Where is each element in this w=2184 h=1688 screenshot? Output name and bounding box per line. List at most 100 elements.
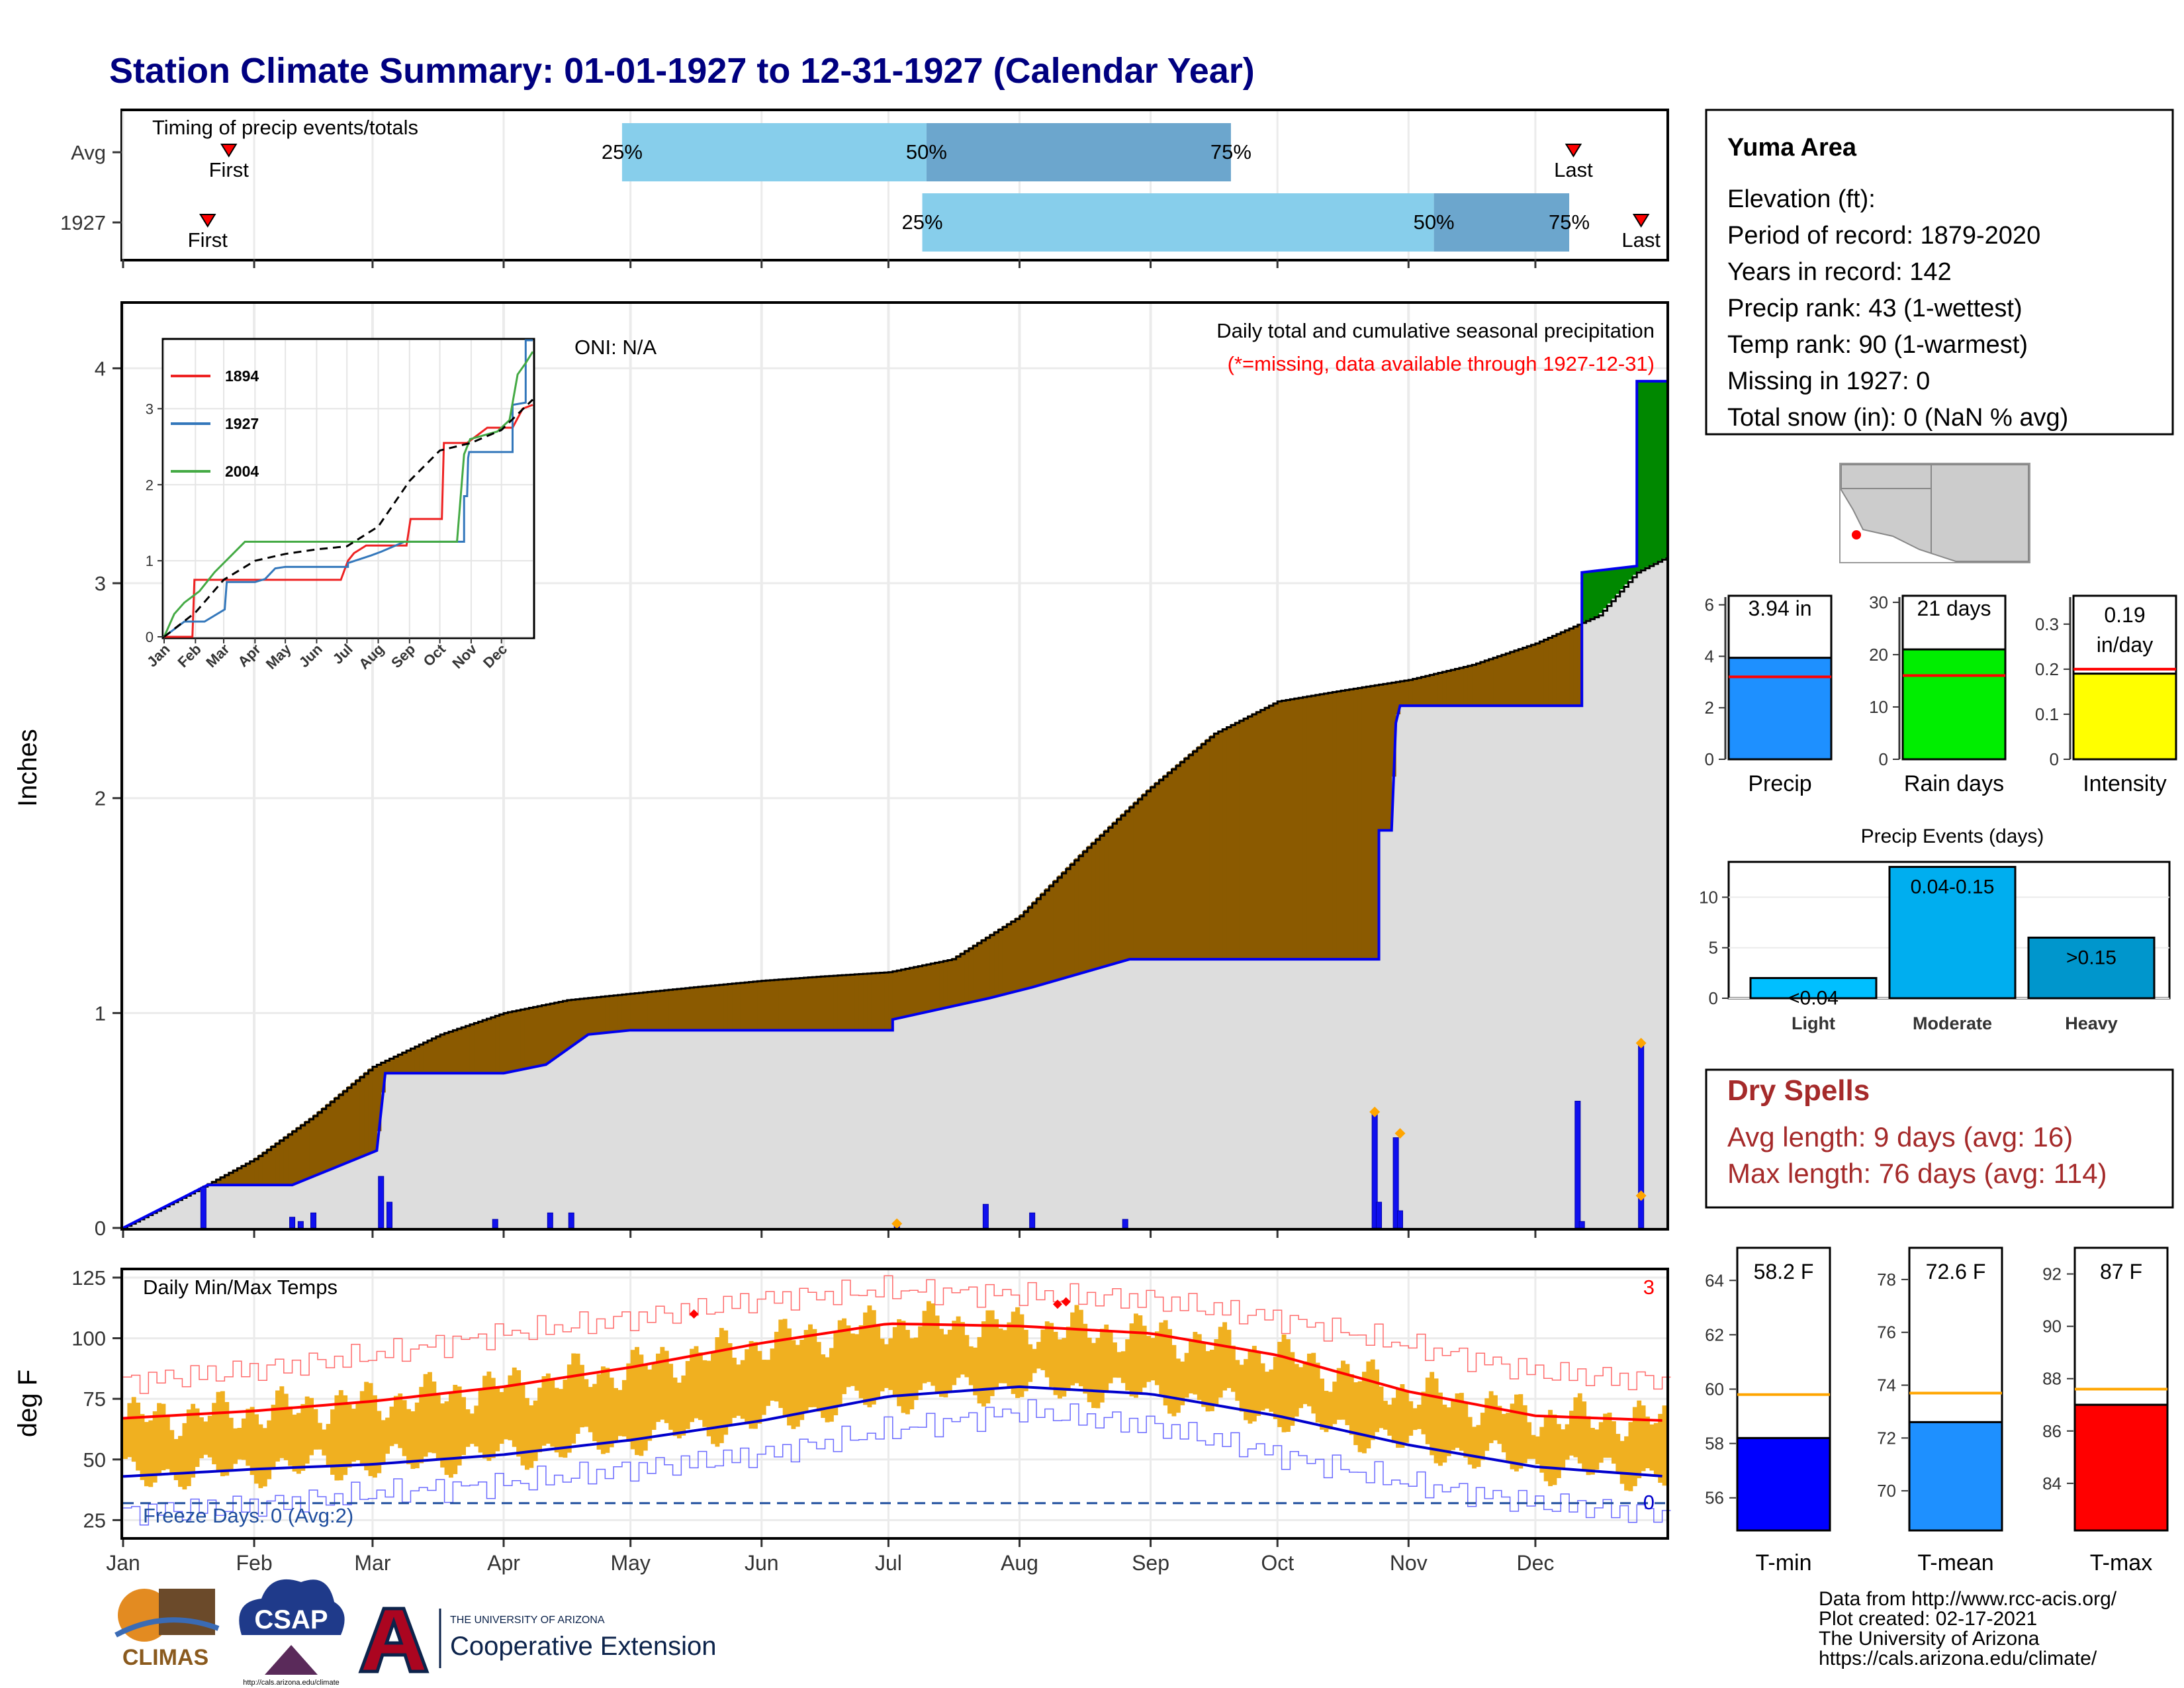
- deficit-fill-segment: [977, 941, 982, 1001]
- daily-temp-range-bar: [1154, 1331, 1160, 1385]
- summary-category-label: Precip: [1748, 771, 1811, 796]
- daily-temp-range-bar: [127, 1403, 132, 1458]
- deficit-fill-segment: [414, 1045, 420, 1074]
- daily-temp-range-bar: [435, 1395, 441, 1460]
- precip-y-tick-label: 4: [95, 357, 106, 380]
- daily-temp-range-bar: [947, 1329, 952, 1393]
- inset-y-tick-label: 2: [146, 477, 154, 493]
- deficit-fill-segment: [486, 1017, 492, 1074]
- deficit-fill-segment: [1099, 833, 1105, 968]
- deficit-fill-segment: [1455, 668, 1460, 706]
- daily-temp-range-bar: [1087, 1337, 1092, 1403]
- deficit-fill-segment: [715, 985, 720, 1031]
- daily-temp-range-bar: [1615, 1434, 1621, 1474]
- inset-line-avg: [163, 399, 534, 638]
- daily-temp-range-bar: [1577, 1393, 1582, 1464]
- temp-summary-y-tick-label: 64: [1705, 1270, 1724, 1290]
- daily-temp-range-bar: [1116, 1352, 1122, 1378]
- deficit-fill-segment: [296, 1127, 301, 1183]
- daily-temp-range-bar: [267, 1420, 272, 1479]
- deficit-fill-segment: [262, 1151, 267, 1186]
- summary-value-label: 0.19: [2104, 603, 2145, 627]
- station-name: Yuma Area: [1727, 134, 1857, 162]
- deficit-fill-segment: [237, 1167, 242, 1186]
- precip-panel: 0 1 2 3 4 Inches ONI: N/A Daily total and cu…: [13, 301, 1669, 1240]
- deficit-fill-segment: [1404, 680, 1409, 706]
- daily-temp-range-bar: [537, 1387, 543, 1452]
- daily-temp-range-bar: [554, 1387, 559, 1453]
- dry-spells-avg: Avg length: 9 days (avg: 16): [1727, 1121, 2073, 1152]
- daily-temp-range-bar: [1070, 1312, 1075, 1385]
- daily-temp-range-bar: [1260, 1363, 1265, 1411]
- daily-temp-range-bar: [440, 1403, 445, 1468]
- daily-temp-range-bar: [478, 1389, 483, 1453]
- timing-p75-label: 75%: [1549, 211, 1590, 234]
- deficit-fill-segment: [778, 979, 784, 1031]
- daily-temp-range-bar: [1341, 1360, 1345, 1420]
- deficit-fill-segment: [461, 1026, 467, 1074]
- deficit-fill-segment: [571, 999, 576, 1045]
- daily-temp-range-bar: [1002, 1330, 1007, 1383]
- daily-temp-range-bar: [1442, 1404, 1447, 1463]
- daily-temp-range-bar: [1044, 1321, 1050, 1378]
- daily-temp-range-bar: [812, 1329, 817, 1407]
- deficit-fill-segment: [406, 1049, 412, 1074]
- deficit-fill-segment: [1040, 892, 1046, 984]
- avg-min-line: [122, 1385, 1662, 1478]
- deficit-fill-segment: [490, 1016, 496, 1074]
- deficit-fill-segment: [554, 1002, 559, 1057]
- deficit-fill-segment: [1044, 888, 1050, 983]
- daily-temp-range-bar: [334, 1395, 340, 1481]
- deficit-fill-segment: [351, 1082, 356, 1160]
- month-tick-label: Jul: [875, 1551, 902, 1575]
- daily-temp-range-bar: [600, 1366, 606, 1454]
- deficit-fill-segment: [1226, 726, 1232, 960]
- daily-temp-range-bar: [863, 1312, 868, 1405]
- daily-precip-bar: [568, 1212, 574, 1229]
- daily-temp-range-bar: [1302, 1361, 1308, 1405]
- deficit-fill-segment: [770, 980, 775, 1031]
- deficit-fill-segment: [368, 1068, 373, 1154]
- precip-heading: Daily total and cumulative seasonal prec…: [1216, 319, 1655, 342]
- daily-temp-range-bar: [1565, 1424, 1570, 1460]
- deficit-fill-segment: [1476, 663, 1481, 706]
- daily-temp-range-bar: [393, 1395, 398, 1444]
- deficit-fill-segment: [897, 970, 902, 1018]
- daily-temp-range-bar: [1248, 1349, 1253, 1424]
- daily-temp-range-bar: [123, 1418, 128, 1460]
- deficit-fill-segment: [1328, 692, 1333, 960]
- deficit-fill-segment: [736, 982, 741, 1031]
- daily-temp-range-bar: [1611, 1421, 1616, 1464]
- daily-temp-range-bar: [1214, 1339, 1219, 1406]
- timing-last-label: Last: [1621, 228, 1661, 252]
- daily-temp-range-bar: [901, 1321, 906, 1413]
- timing-bar-50-75: [1433, 193, 1570, 252]
- deficit-fill-segment: [1007, 923, 1012, 994]
- dry-spells-max: Max length: 76 days (avg: 114): [1727, 1158, 2107, 1189]
- daily-temp-range-bar: [1624, 1436, 1629, 1491]
- deficit-fill-segment: [1332, 691, 1338, 960]
- deficit-fill-segment: [1539, 640, 1545, 706]
- daily-temp-range-bar: [968, 1346, 974, 1385]
- daily-temp-range-bar: [1349, 1374, 1354, 1435]
- deficit-fill-segment: [905, 968, 910, 1017]
- daily-temp-range-bar: [402, 1400, 407, 1456]
- daily-temp-range-bar: [161, 1403, 166, 1471]
- deficit-fill-segment: [322, 1107, 327, 1172]
- daily-temp-range-bar: [694, 1346, 699, 1419]
- daily-temp-range-bar: [1455, 1393, 1460, 1448]
- deficit-fill-segment: [876, 972, 881, 1031]
- daily-temp-range-bar: [1463, 1402, 1469, 1458]
- deficit-fill-segment: [428, 1039, 432, 1074]
- daily-temp-range-bar: [1437, 1392, 1443, 1466]
- daily-temp-range-bar: [833, 1332, 839, 1415]
- deficit-fill-segment: [529, 1007, 534, 1068]
- summary-y-tick-label: 6: [1705, 595, 1714, 615]
- daily-temp-range-bar: [453, 1385, 458, 1474]
- summary-y-tick-label: 0: [1879, 749, 1888, 769]
- daily-temp-range-bar: [486, 1371, 492, 1461]
- deficit-fill-segment: [402, 1051, 407, 1074]
- summary-y-tick-label: 30: [1869, 592, 1888, 612]
- deficit-fill-segment: [520, 1009, 525, 1070]
- record-high-marker: [1061, 1297, 1071, 1307]
